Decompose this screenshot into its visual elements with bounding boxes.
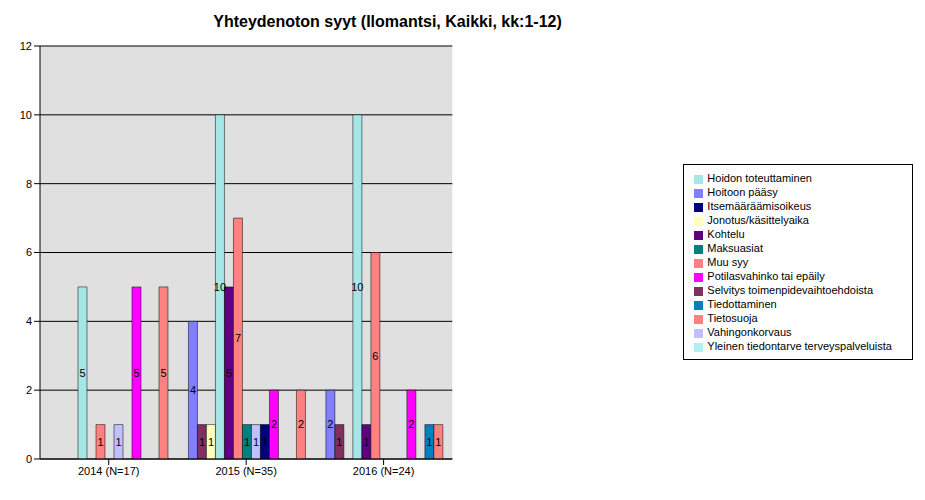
html-text:Itsemääräämisoikeus: Itsemääräämisoikeus [707, 200, 812, 212]
svg-text:2: 2 [271, 418, 277, 430]
html-text:Hoitoon pääsy: Hoitoon pääsy [707, 186, 778, 198]
svg-text:5: 5 [160, 367, 166, 379]
html-text:Muu syy: Muu syy [707, 256, 749, 268]
svg-text:2016 (N=24): 2016 (N=24) [353, 465, 414, 477]
svg-text:6: 6 [372, 350, 378, 362]
svg-text:7: 7 [235, 332, 241, 344]
svg-text:8: 8 [26, 178, 32, 190]
html-text:Tiedottaminen: Tiedottaminen [707, 298, 777, 310]
svg-text:5: 5 [79, 367, 85, 379]
svg-text:1: 1 [115, 436, 121, 448]
html-text:Yleinen tiedontarve terveyspal: Yleinen tiedontarve terveyspalveluista [707, 340, 892, 352]
svg-text:1: 1 [97, 436, 103, 448]
html-text:Maksuasiat: Maksuasiat [707, 242, 763, 254]
svg-text:2: 2 [327, 418, 333, 430]
svg-text:5: 5 [226, 367, 232, 379]
svg-text:1: 1 [336, 436, 342, 448]
html-text:Potilasvahinko tai epäily: Potilasvahinko tai epäily [707, 270, 825, 282]
svg-text:4: 4 [190, 384, 196, 396]
svg-text:6: 6 [26, 246, 32, 258]
svg-text:4: 4 [26, 315, 32, 327]
svg-text:1: 1 [262, 436, 268, 448]
html-text:Yhteydenoton syyt (Ilomantsi,: Yhteydenoton syyt (Ilomantsi, Kaikki, kk… [213, 13, 562, 30]
svg-text:2015 (N=35): 2015 (N=35) [215, 465, 276, 477]
svg-text:1: 1 [199, 436, 205, 448]
html-text:Kohtelu: Kohtelu [707, 228, 745, 240]
html-text:Jonotus/käsittelyaika: Jonotus/käsittelyaika [707, 214, 809, 226]
svg-text:1: 1 [426, 436, 432, 448]
svg-text:10: 10 [20, 109, 32, 121]
html-text:Selvitys toimenpidevaihtoehdoi: Selvitys toimenpidevaihtoehdoista [707, 284, 873, 296]
svg-text:0: 0 [26, 453, 32, 465]
svg-text:2: 2 [26, 384, 32, 396]
html-text:Vahingonkorvaus: Vahingonkorvaus [707, 326, 792, 338]
svg-text:1: 1 [363, 436, 369, 448]
svg-text:1: 1 [208, 436, 214, 448]
svg-text:10: 10 [214, 281, 226, 293]
svg-text:5: 5 [133, 367, 139, 379]
svg-text:12: 12 [20, 40, 32, 52]
html-text:Tietosuoja: Tietosuoja [707, 312, 758, 324]
svg-text:2: 2 [298, 418, 304, 430]
svg-text:1: 1 [253, 436, 259, 448]
html-text:Hoidon toteuttaminen: Hoidon toteuttaminen [707, 172, 812, 184]
svg-text:10: 10 [351, 281, 363, 293]
svg-text:1: 1 [244, 436, 250, 448]
svg-text:1: 1 [435, 436, 441, 448]
svg-text:2: 2 [408, 418, 414, 430]
svg-text:2014 (N=17): 2014 (N=17) [78, 465, 139, 477]
